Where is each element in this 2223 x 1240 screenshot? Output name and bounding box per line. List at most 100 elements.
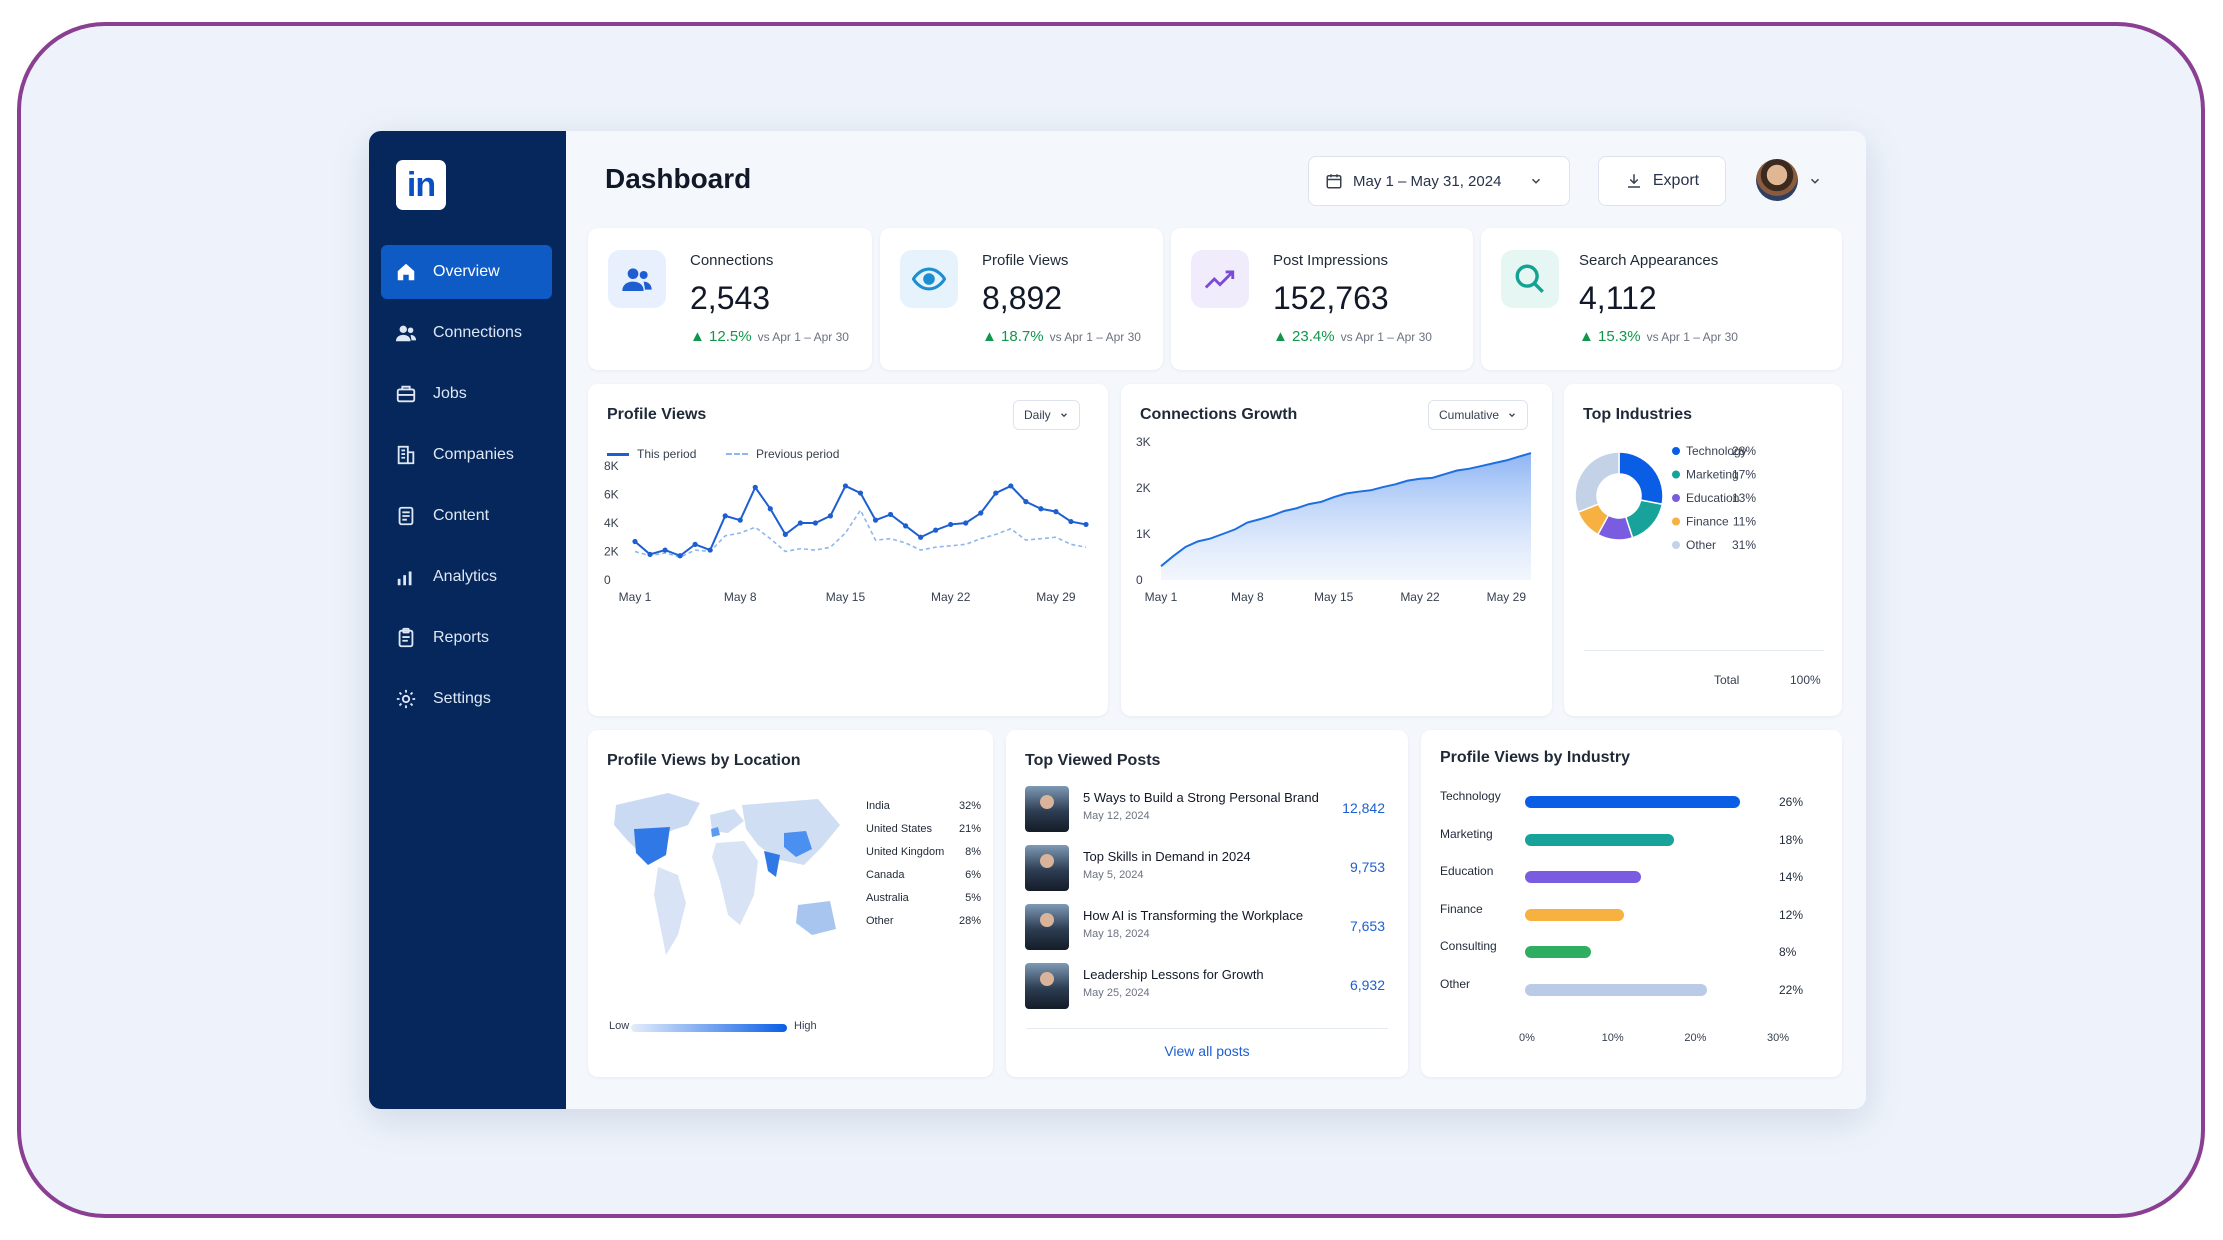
industry-bar[interactable] [1525, 983, 1707, 996]
logo-text: in [406, 165, 436, 204]
sidebar-item-companies[interactable]: Companies [381, 428, 552, 482]
clipboard-icon [398, 627, 414, 648]
industry-bar[interactable] [1525, 946, 1592, 958]
sidebar-item-label: Settings [433, 690, 491, 707]
chart-title: Top Industries [1583, 406, 1693, 423]
delta-value: 23.4% [1292, 328, 1335, 345]
industry-bar[interactable] [1525, 908, 1625, 921]
industry-label: Finance [1440, 901, 1483, 916]
data-point [978, 510, 984, 516]
x-tick-label: May 15 [1314, 590, 1354, 604]
industry-bar[interactable] [1525, 796, 1740, 808]
x-tick-label: 10% [1601, 1032, 1624, 1044]
data-point [1008, 483, 1014, 489]
dashboard-window: in Overview Connections Jobs Companies C… [369, 131, 1866, 1109]
data-point [707, 547, 713, 553]
post-date: May 5, 2024 [1083, 869, 1144, 881]
date-range-label: May 1 – May 31, 2024 [1353, 172, 1502, 190]
stat-value: 2,543 [690, 280, 771, 316]
post-item[interactable]: 5 Ways to Build a Strong Personal Brand … [1025, 786, 1385, 836]
x-tick-label: May 22 [931, 590, 971, 604]
world-map [614, 793, 840, 955]
x-tick-label: 30% [1767, 1032, 1790, 1044]
briefcase-icon [396, 385, 416, 403]
industry-label: Marketing [1440, 826, 1493, 841]
view-all-posts-link[interactable]: View all posts [1164, 1043, 1250, 1059]
post-item[interactable]: Leadership Lessons for Growth May 25, 20… [1025, 963, 1385, 1013]
post-views: 12,842 [1342, 800, 1385, 816]
y-tick-label: 2K [604, 545, 619, 559]
stat-card-post-impressions[interactable]: Post Impressions 152,763 ▲ 23.4% vs Apr 1… [1171, 228, 1473, 370]
post-title: Leadership Lessons for Growth [1083, 967, 1264, 982]
x-tick-label: May 29 [1036, 590, 1076, 604]
delta-compare: vs Apr 1 – Apr 30 [757, 330, 849, 344]
chevron-down-icon[interactable] [1808, 174, 1822, 188]
stat-label: Post Impressions [1273, 252, 1389, 269]
top-industries-card: Top Industries Technology 28% Marketing 17%… [1564, 384, 1842, 716]
series-line [634, 484, 1087, 557]
period-dropdown[interactable]: Daily [1013, 400, 1080, 430]
post-item[interactable]: How AI is Transforming the Workplace May… [1025, 904, 1385, 954]
data-point [948, 521, 954, 528]
location-card: Profile Views by Location India 32% Unite… [588, 730, 993, 1077]
data-point [1053, 509, 1059, 515]
location-pct: 8% [965, 846, 981, 858]
users-icon [395, 325, 417, 342]
home-icon [397, 263, 415, 281]
post-thumbnail [1025, 786, 1069, 832]
stat-label: Connections [690, 252, 774, 269]
avatar[interactable] [1756, 159, 1798, 201]
sidebar: in Overview Connections Jobs Companies C… [369, 131, 566, 1109]
post-date: May 18, 2024 [1083, 928, 1150, 940]
data-point [632, 538, 638, 545]
stat-value: 152,763 [1273, 280, 1389, 316]
sidebar-item-settings[interactable]: Settings [381, 672, 552, 726]
sidebar-item-jobs[interactable]: Jobs [381, 367, 552, 421]
calendar-icon [1326, 174, 1342, 189]
industry-bars-card: Profile Views by Industry Technology 26% M… [1421, 730, 1842, 1077]
y-tick-label: 0 [1136, 573, 1143, 587]
document-icon [398, 506, 414, 526]
sidebar-item-overview[interactable]: Overview [381, 245, 552, 299]
data-point [662, 547, 668, 553]
industry-bar[interactable] [1525, 833, 1674, 846]
legend-label: Technology [1686, 444, 1747, 458]
stat-card-search-appearances[interactable]: Search Appearances 4,112 ▲ 15.3% vs Apr 1… [1481, 228, 1842, 370]
sidebar-item-reports[interactable]: Reports [381, 611, 552, 665]
eye-icon [900, 250, 958, 308]
trend-up-icon [1191, 250, 1249, 308]
stat-card-profile-views[interactable]: Profile Views 8,892 ▲ 18.7% vs Apr 1 – Ap… [880, 228, 1163, 370]
data-point [737, 517, 743, 523]
pie-slice [1618, 451, 1664, 506]
cumulative-dropdown[interactable]: Cumulative [1428, 400, 1529, 430]
post-date: May 12, 2024 [1083, 810, 1150, 822]
dropdown-value: Cumulative [1439, 408, 1500, 422]
location-name: Australia [866, 892, 909, 904]
stat-card-connections[interactable]: Connections 2,543 ▲ 12.5% vs Apr 1 – Apr … [588, 228, 872, 370]
x-tick-label: May 29 [1487, 590, 1527, 604]
legend-label: Other [1686, 538, 1716, 552]
sidebar-item-analytics[interactable]: Analytics [381, 550, 552, 604]
scale-low-label: Low [609, 1020, 630, 1032]
industry-bar[interactable] [1525, 871, 1641, 883]
data-point [1083, 521, 1089, 528]
industry-label: Education [1440, 864, 1494, 878]
page-title: Dashboard [605, 163, 752, 194]
delta-value: 15.3% [1598, 328, 1641, 345]
date-range-picker[interactable]: May 1 – May 31, 2024 [1308, 156, 1570, 206]
sidebar-item-connections[interactable]: Connections [381, 306, 552, 360]
legend-label: Finance [1686, 515, 1729, 529]
linkedin-logo[interactable]: in [396, 160, 446, 210]
data-point [722, 513, 728, 519]
sidebar-item-label: Jobs [433, 385, 467, 402]
export-button[interactable]: Export [1598, 156, 1726, 206]
post-title: 5 Ways to Build a Strong Personal Brand [1083, 790, 1319, 805]
industry-pct: 8% [1779, 945, 1797, 959]
legend-pct: 31% [1732, 538, 1756, 552]
location-name: Canada [866, 869, 905, 881]
post-item[interactable]: Top Skills in Demand in 2024 May 5, 2024… [1025, 845, 1385, 895]
data-point [767, 506, 773, 512]
post-views: 6,932 [1349, 977, 1385, 993]
post-views: 9,753 [1349, 859, 1385, 875]
sidebar-item-content[interactable]: Content [381, 489, 552, 543]
